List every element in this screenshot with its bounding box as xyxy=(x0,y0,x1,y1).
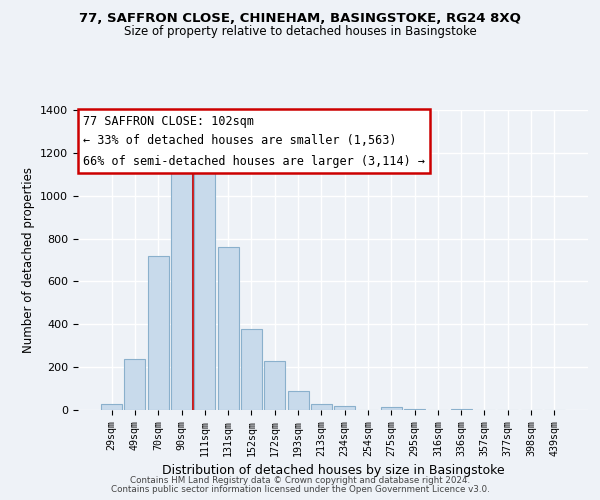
Bar xyxy=(404,409,425,410)
Bar xyxy=(218,247,239,410)
Text: Size of property relative to detached houses in Basingstoke: Size of property relative to detached ho… xyxy=(124,25,476,38)
Bar xyxy=(171,173,192,410)
Bar xyxy=(148,256,169,410)
Bar xyxy=(311,404,332,410)
Bar xyxy=(334,406,355,410)
Bar xyxy=(381,407,402,410)
Bar xyxy=(451,409,472,410)
Bar xyxy=(101,404,122,410)
Text: Contains HM Land Registry data © Crown copyright and database right 2024.: Contains HM Land Registry data © Crown c… xyxy=(130,476,470,485)
X-axis label: Distribution of detached houses by size in Basingstoke: Distribution of detached houses by size … xyxy=(161,464,505,477)
Text: 77, SAFFRON CLOSE, CHINEHAM, BASINGSTOKE, RG24 8XQ: 77, SAFFRON CLOSE, CHINEHAM, BASINGSTOKE… xyxy=(79,12,521,26)
Bar xyxy=(241,328,262,410)
Bar xyxy=(124,358,145,410)
Text: 77 SAFFRON CLOSE: 102sqm
← 33% of detached houses are smaller (1,563)
66% of sem: 77 SAFFRON CLOSE: 102sqm ← 33% of detach… xyxy=(83,114,425,168)
Y-axis label: Number of detached properties: Number of detached properties xyxy=(22,167,35,353)
Bar xyxy=(287,390,308,410)
Bar xyxy=(194,170,215,410)
Text: Contains public sector information licensed under the Open Government Licence v3: Contains public sector information licen… xyxy=(110,485,490,494)
Bar xyxy=(264,360,285,410)
